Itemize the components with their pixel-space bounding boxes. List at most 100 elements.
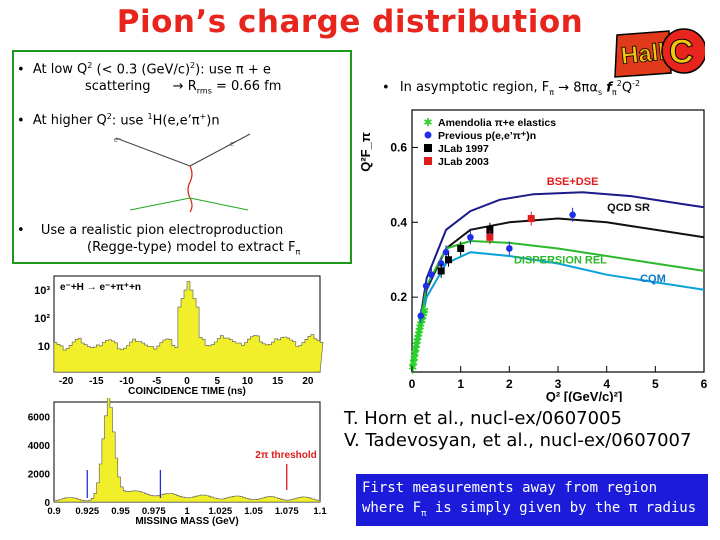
y-tick-label: 0.4 [390,215,407,229]
data-point [437,260,445,267]
x-tick-label: -5 [152,376,161,387]
data-point: ✱ [414,329,423,341]
data-point: ✱ [415,325,424,337]
data-point: ✱ [409,357,418,369]
coincidence-time-histogram: 10³ 10² 10 -20 -15 -10 -5 0 5 10 15 20 COINCIDENCE T… [14,272,330,397]
y-tick-label: 4000 [28,441,51,452]
x-tick-label: 15 [272,376,284,387]
x-axis-label: MISSING MASS (GeV) [135,516,238,526]
reference-2: V. Tadevosyan, et al., nucl-ex/0607007 [344,430,692,451]
x-tick-label: -20 [59,376,74,387]
x-tick-label: 1.025 [208,506,232,517]
x-tick-label: -10 [119,376,134,387]
x-tick-label: 0 [184,376,190,387]
data-point [417,312,425,320]
feynman-diagram: e⁻ e′ [112,130,252,214]
legend-entry: Amendolia π+e elastics [438,117,556,129]
y-tick-label: 0.6 [390,140,407,154]
x-axis-label: COINCIDENCE TIME (ns) [128,386,246,396]
x-tick-label: 0.95 [111,506,130,517]
data-point [442,248,450,256]
curve-bse-dse [411,191,705,373]
data-point [527,215,535,223]
data-point [506,245,513,252]
data-point [422,282,430,290]
x-tick-label: 0 [409,377,416,391]
legend-marker [424,157,432,165]
data-point [467,233,474,241]
svg-text:e′: e′ [230,141,236,148]
data-point: ✱ [410,348,419,360]
x-tick-label: 1.05 [244,506,263,517]
x-tick-label: 0.975 [142,506,166,517]
legend-marker [424,131,432,139]
x-tick-label: 1.1 [313,506,327,517]
data-point: ✱ [410,353,419,365]
x-tick-label: 6 [701,377,708,391]
x-tick-label: 1.075 [275,506,299,517]
data-point [428,271,435,278]
bullet-asymptotic: • In asymptotic region, Fπ → 8παs fπ2Q-2 [382,79,641,97]
data-point [569,211,576,219]
svg-text:e⁻: e⁻ [114,137,122,144]
data-point: ✱ [417,315,426,327]
legend-entry: JLab 1997 [438,143,489,155]
slide-title: Pion’s charge distribution [116,4,584,40]
reference-1: T. Horn et al., nucl-ex/0607005 [344,408,622,429]
references: T. Horn et al., nucl-ex/0607005 V. Tadev… [344,408,720,452]
missing-mass-histogram: 6000 4000 2000 0 0.9 0.925 0.95 0.975 1 1.025 1.05… [14,396,330,527]
legend-marker [424,144,432,152]
x-tick-label: 20 [302,376,314,387]
data-point: ✱ [413,336,422,348]
y-tick-label: 0 [44,498,50,509]
legend-marker: ✱ [423,117,432,129]
svg-text:C: C [669,33,694,71]
bullet-low-q2: • At low Q2 (< 0.3 (GeV/c)2): use π + e … [17,61,282,96]
y-axis-label: Q²F_π [358,132,373,172]
data-point [437,267,445,275]
curve-cqm [411,251,705,373]
x-tick-label: 10 [242,376,254,387]
data-point [486,226,494,234]
y-tick-label: 2000 [28,469,51,480]
y-tick-label: 0.2 [390,290,407,304]
x-tick-label: 1 [184,506,190,517]
y-tick-label: 6000 [28,412,51,423]
curve-label: QCD SR [607,202,650,214]
data-point: ✱ [408,362,417,374]
x-axis-label: Q² [(GeV/c)²] [546,389,623,402]
data-point: ✱ [411,344,420,356]
curve-label: DISPERSION REL [514,254,607,266]
data-point [457,244,465,252]
x-tick-label: 0.925 [75,506,99,517]
legend-entry: Previous p(e,e’π⁺)n [438,130,536,142]
data-point: ✱ [413,333,422,345]
x-tick-label: 5 [652,377,659,391]
svg-text:Hall: Hall [620,39,667,70]
hall-c-logo: Hall C [611,15,707,83]
data-point: ✱ [420,306,429,318]
conclusion-box: First measurements away from region wher… [356,474,708,526]
y-tick-label: 10² [34,313,50,325]
data-point: ✱ [412,340,421,352]
data-point: ✱ [415,322,424,334]
data-point [445,256,452,264]
y-tick-label: 10³ [34,285,50,297]
x-tick-label: 1 [457,377,464,391]
bullet-higher-q2: • At higher Q2: use 1H(e,e’π+)n [17,112,220,129]
histogram-bars [53,281,324,373]
y-tick-label: 10 [38,341,50,353]
x-tick-label: 4 [603,377,610,391]
histogram-bars [53,396,321,503]
curve-label: BSE+DSE [547,176,599,188]
x-tick-label: -15 [89,376,104,387]
x-tick-label: 0.9 [47,506,60,517]
form-factor-plot: BSE+DSE QCD SR DISPERSION REL CQM ✱ ✱ ✱ ✱ ✱ ✱ ✱ ✱ ✱ ✱… [352,102,718,404]
bullet-regge-model: • Use a realistic pion electroproduction… [17,223,301,257]
data-point [486,233,494,241]
plot-frame [411,109,705,373]
data-point: ✱ [416,319,425,331]
legend-entry: JLab 2003 [438,156,489,168]
x-tick-label: 3 [555,377,562,391]
x-tick-label: 5 [214,376,220,387]
